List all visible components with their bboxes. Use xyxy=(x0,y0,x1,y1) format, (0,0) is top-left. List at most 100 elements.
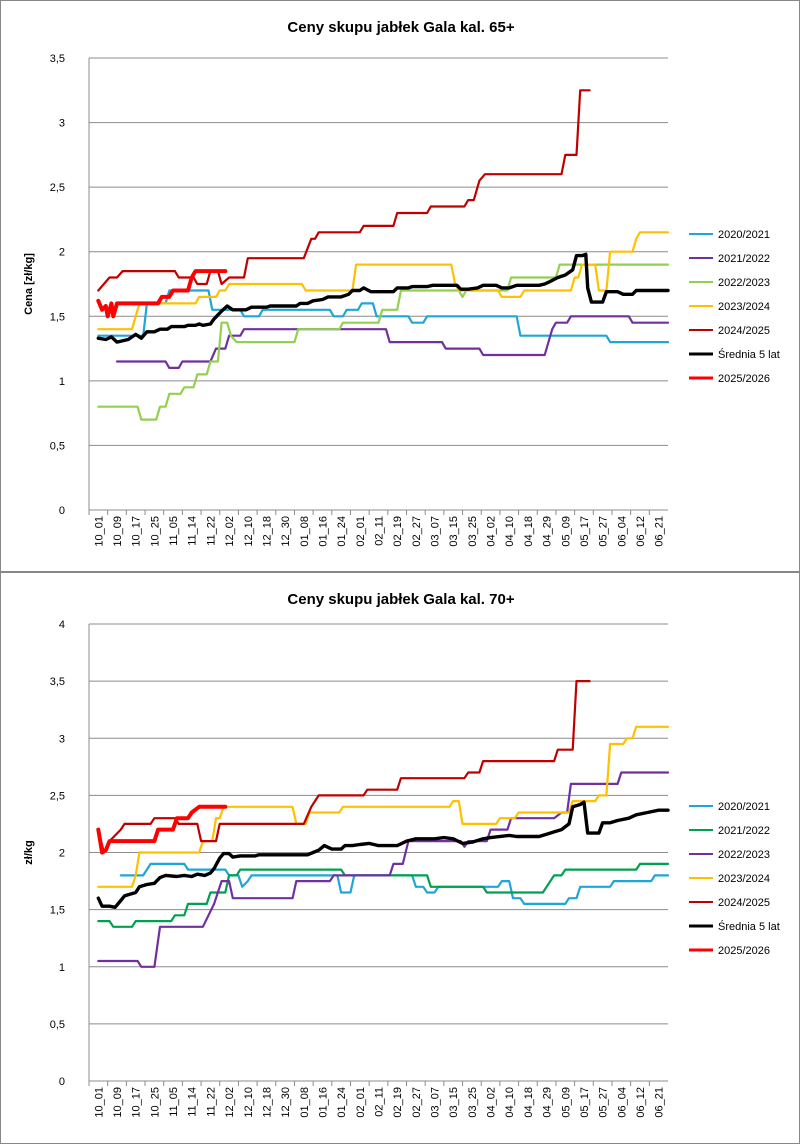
y-tick-label: 4 xyxy=(59,619,65,631)
x-tick-label: 02_19 xyxy=(392,516,404,547)
x-tick-label: 05_27 xyxy=(598,1087,610,1118)
y-axis-label: zł/kg xyxy=(23,840,35,864)
x-tick-label: 05_09 xyxy=(560,1087,572,1118)
x-tick-label: 11_14 xyxy=(187,1087,199,1117)
x-tick-label: 10_17 xyxy=(131,1087,143,1118)
y-tick-label: 2,5 xyxy=(50,182,65,194)
x-tick-label: 05_09 xyxy=(560,516,572,547)
series-line-5 xyxy=(97,89,591,292)
series-line-2 xyxy=(97,862,670,928)
legend-entry: 2023/2024 xyxy=(718,873,770,885)
y-tick-label: 0 xyxy=(59,1076,65,1088)
x-tick-label: 04_29 xyxy=(542,1087,554,1118)
x-tick-label: 06_21 xyxy=(654,516,666,547)
y-tick-label: 2,5 xyxy=(50,790,65,802)
legend-entry: 2020/2021 xyxy=(718,229,770,241)
x-tick-label: 02_27 xyxy=(411,516,423,547)
y-tick-label: 3,5 xyxy=(50,676,65,688)
x-tick-label: 11_05 xyxy=(168,1087,180,1117)
x-tick-label: 10_25 xyxy=(149,516,161,547)
x-tick-label: 04_18 xyxy=(523,1087,535,1118)
x-tick-label: 04_10 xyxy=(504,1087,516,1118)
x-tick-label: 10_09 xyxy=(112,516,124,547)
x-tick-label: 03_15 xyxy=(448,1087,460,1118)
series-group xyxy=(96,89,670,421)
x-tick-label: 10_17 xyxy=(131,516,143,547)
legend-entry: 2023/2024 xyxy=(718,301,770,313)
x-tick-label: 02_01 xyxy=(355,516,367,547)
x-tick-label: 01_08 xyxy=(299,516,311,547)
x-tick-label: 01_16 xyxy=(317,516,329,547)
x-tick-label: 03_07 xyxy=(430,516,442,547)
legend-entry: 2025/2026 xyxy=(718,945,770,957)
legend-entry: 2022/2023 xyxy=(718,849,770,861)
series-line-3 xyxy=(97,771,670,968)
x-tick-label: 06_21 xyxy=(654,1087,666,1118)
y-tick-label: 0,5 xyxy=(50,1019,65,1031)
x-tick-label: 04_29 xyxy=(542,516,554,547)
x-tick-label: 05_27 xyxy=(598,516,610,547)
series-line-1 xyxy=(119,862,670,905)
series-line-7 xyxy=(96,269,228,319)
y-tick-label: 1,5 xyxy=(50,311,65,323)
x-tick-label: 11_05 xyxy=(168,516,180,546)
legend: 2020/2021 2021/2022 2022/2023 2023/2024 2024… xyxy=(689,801,780,957)
legend-entry: Średnia 5 lat xyxy=(718,348,780,361)
chart-panel-70: Ceny skupu jabłek Gala kal. 70+ zł/kg 0 0… xyxy=(0,572,800,1144)
x-tick-label: 04_02 xyxy=(486,1087,498,1118)
y-tick-label: 3 xyxy=(59,118,65,130)
x-tick-label: 03_25 xyxy=(467,516,479,547)
legend-entry: 2020/2021 xyxy=(718,801,770,813)
x-tick-label: 06_12 xyxy=(635,516,647,547)
x-tick-label: 05_17 xyxy=(579,516,591,547)
x-tick-label: 10_01 xyxy=(93,1087,105,1118)
chart-70-svg: Ceny skupu jabłek Gala kal. 70+ zł/kg 0 0… xyxy=(23,591,780,1118)
x-tick-label: 02_11 xyxy=(374,516,386,546)
legend-entry: 2025/2026 xyxy=(718,373,770,385)
x-tick-label: 12_10 xyxy=(243,1087,255,1118)
series-line-7 xyxy=(96,804,228,855)
x-tick-label: 12_18 xyxy=(261,516,273,547)
x-tick-label: 01_08 xyxy=(299,1087,311,1118)
x-tick-label: 06_04 xyxy=(616,516,628,547)
x-tick-label: 12_18 xyxy=(261,1087,273,1118)
series-line-4 xyxy=(97,231,670,331)
x-tick-label: 10_01 xyxy=(93,516,105,547)
x-tick-label: 02_01 xyxy=(355,1087,367,1118)
x-tick-label: 01_24 xyxy=(336,1087,348,1118)
legend-entry: 2022/2023 xyxy=(718,277,770,289)
legend-entry: 2021/2022 xyxy=(718,825,770,837)
chart-65-svg: Ceny skupu jabłek Gala kal. 65+ Cena [zł… xyxy=(23,19,780,547)
x-tick-label: 02_11 xyxy=(374,1087,386,1117)
x-tick-label: 03_15 xyxy=(448,516,460,547)
series-line-5 xyxy=(97,680,591,854)
x-tick-label: 11_14 xyxy=(187,516,199,546)
gridlines xyxy=(89,57,668,511)
y-tick-label: 3 xyxy=(59,733,65,745)
x-tick-label: 03_25 xyxy=(467,1087,479,1118)
chart-title: Ceny skupu jabłek Gala kal. 65+ xyxy=(287,19,514,36)
x-tick-label: 04_02 xyxy=(486,516,498,547)
y-tick-label: 2 xyxy=(59,247,65,259)
legend-entry: 2024/2025 xyxy=(718,897,770,909)
legend-entry: Średnia 5 lat xyxy=(718,920,780,933)
y-tick-label: 1 xyxy=(59,376,65,388)
y-tick-label: 3,5 xyxy=(50,53,65,65)
x-tick-label: 11_22 xyxy=(205,516,217,546)
series-group xyxy=(96,680,670,968)
x-tick-label: 12_10 xyxy=(243,516,255,547)
x-tick-label: 05_17 xyxy=(579,1087,591,1118)
x-tick-label: 11_22 xyxy=(205,1087,217,1117)
chart-panel-65: Ceny skupu jabłek Gala kal. 65+ Cena [zł… xyxy=(0,0,800,572)
series-line-6 xyxy=(96,252,670,344)
x-tick-label: 02_27 xyxy=(411,1087,423,1118)
x-tick-label: 12_30 xyxy=(280,516,292,547)
series-line-6 xyxy=(96,800,670,909)
x-tick-label: 10_09 xyxy=(112,1087,124,1118)
y-tick-label: 0,5 xyxy=(50,440,65,452)
legend: 2020/2021 2021/2022 2022/2023 2023/2024 2024… xyxy=(689,229,780,385)
y-tick-label: 1 xyxy=(59,962,65,974)
x-tick-label: 06_12 xyxy=(635,1087,647,1118)
y-tick-label: 1,5 xyxy=(50,905,65,917)
y-tick-label: 2 xyxy=(59,848,65,860)
